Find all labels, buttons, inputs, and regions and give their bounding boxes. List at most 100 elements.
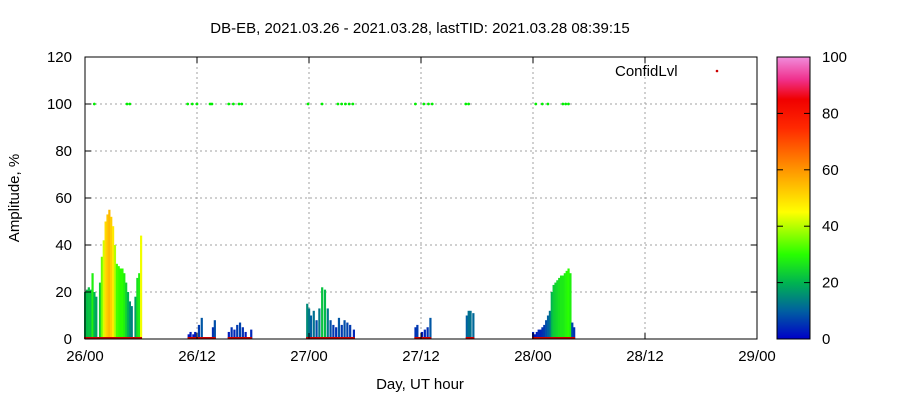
amplitude-bar bbox=[227, 331, 230, 339]
amplitude-bar bbox=[113, 245, 117, 339]
amplitude-bar bbox=[115, 263, 118, 339]
confid-point bbox=[347, 102, 351, 106]
x-tick-label: 27/00 bbox=[290, 348, 328, 365]
amplitude-bar bbox=[543, 324, 546, 339]
y-tick-label: 60 bbox=[55, 190, 72, 207]
amplitude-bar bbox=[326, 308, 329, 339]
baseline-marker bbox=[84, 337, 142, 339]
amplitude-bar bbox=[340, 324, 343, 339]
y-tick-label: 100 bbox=[47, 96, 72, 113]
colorbar-tick-label: 0 bbox=[822, 331, 830, 348]
amplitude-bar bbox=[539, 329, 542, 339]
amplitude-bar bbox=[332, 324, 335, 339]
amplitude-bar bbox=[537, 329, 540, 339]
amplitude-bar bbox=[571, 322, 574, 339]
amplitude-bar bbox=[85, 289, 89, 339]
amplitude-bar bbox=[123, 273, 126, 339]
x-axis-label: Day, UT hour bbox=[376, 376, 464, 393]
amplitude-bar bbox=[416, 324, 419, 339]
amplitude-bar bbox=[329, 320, 332, 339]
confid-point bbox=[534, 102, 538, 106]
amplitude-bar bbox=[138, 273, 141, 339]
amplitude-bar bbox=[100, 256, 103, 339]
amplitude-bar bbox=[563, 273, 566, 339]
colorbar-tick-label: 100 bbox=[822, 49, 847, 66]
amplitude-bar bbox=[420, 331, 424, 339]
amplitude-bars bbox=[84, 209, 576, 339]
confid-point bbox=[190, 102, 194, 106]
confid-point bbox=[561, 102, 565, 106]
baseline-markers bbox=[84, 337, 576, 339]
amplitude-bar bbox=[343, 320, 346, 339]
amplitude-bar bbox=[573, 327, 576, 339]
y-tick-label: 40 bbox=[55, 237, 72, 254]
chart-title: DB-EB, 2021.03.26 - 2021.03.28, lastTID:… bbox=[210, 20, 629, 37]
amplitude-bar bbox=[95, 296, 98, 339]
amplitude-bar bbox=[130, 306, 133, 339]
baseline-marker bbox=[306, 337, 355, 339]
amplitude-bar bbox=[117, 266, 120, 339]
colorbar-tick-label: 40 bbox=[822, 218, 839, 235]
amplitude-bar bbox=[233, 329, 236, 339]
amplitude-bar bbox=[134, 296, 137, 339]
confid-point bbox=[195, 102, 199, 106]
amplitude-bar bbox=[112, 226, 115, 339]
amplitude-bar bbox=[102, 240, 105, 339]
y-axis-ticks: 0 20 40 60 80 100 120 bbox=[47, 49, 757, 348]
amplitude-bar bbox=[423, 329, 426, 339]
amplitude-bar bbox=[472, 313, 475, 339]
amplitude-bar bbox=[244, 331, 247, 339]
amplitude-bar bbox=[213, 320, 216, 339]
amplitude-bar bbox=[352, 329, 355, 339]
amplitude-bar bbox=[104, 221, 107, 339]
amplitude-bar bbox=[312, 310, 315, 339]
legend: ConfidLvl bbox=[615, 63, 719, 80]
confid-point bbox=[340, 102, 344, 106]
confid-point bbox=[237, 102, 241, 106]
amplitude-bar bbox=[548, 310, 551, 339]
confid-point bbox=[546, 102, 550, 106]
amplitude-bar bbox=[349, 324, 352, 339]
legend-marker bbox=[715, 69, 719, 73]
confid-point bbox=[227, 102, 231, 106]
amplitude-bar bbox=[98, 282, 102, 339]
amplitude-bar bbox=[323, 289, 327, 339]
amplitude-bar bbox=[541, 327, 544, 339]
y-axis-label: Amplitude, % bbox=[6, 154, 23, 242]
confid-point bbox=[320, 102, 324, 106]
x-axis-ticks: 26/00 26/12 27/00 27/12 28/00 28/12 29/00 bbox=[66, 57, 776, 365]
legend-label: ConfidLvl bbox=[615, 63, 678, 80]
amplitude-bar bbox=[89, 289, 92, 339]
x-tick-label: 27/12 bbox=[402, 348, 440, 365]
amplitude-bar bbox=[335, 327, 338, 339]
amplitude-bar bbox=[567, 268, 570, 339]
confid-point bbox=[467, 102, 470, 106]
amplitude-bar bbox=[315, 320, 318, 339]
amplitude-bar bbox=[306, 303, 309, 339]
confid-point bbox=[464, 102, 468, 106]
confid-point bbox=[567, 102, 570, 106]
amplitude-bar bbox=[128, 301, 131, 339]
grid bbox=[85, 57, 757, 339]
amplitude-bar bbox=[556, 280, 559, 339]
confid-point bbox=[336, 102, 340, 106]
baseline-marker bbox=[532, 337, 576, 339]
amplitude-bar bbox=[426, 327, 429, 339]
amplitude-bar bbox=[238, 322, 242, 339]
amplitude-bar bbox=[321, 287, 324, 339]
amplitude-bar bbox=[565, 270, 568, 339]
amplitude-bar bbox=[429, 317, 432, 339]
colorbar-tick-label: 20 bbox=[822, 275, 839, 292]
amplitude-bar bbox=[197, 324, 201, 339]
amplitude-bar bbox=[126, 292, 130, 339]
amplitude-bar bbox=[136, 277, 139, 339]
amplitude-bar bbox=[93, 292, 96, 339]
amplitude-bar bbox=[337, 317, 341, 339]
amplitude-bar bbox=[533, 334, 537, 339]
amplitude-bar bbox=[465, 315, 468, 339]
amplitude-bar bbox=[569, 273, 572, 339]
confid-point bbox=[240, 102, 244, 106]
amplitude-bar bbox=[561, 275, 565, 339]
confid-point bbox=[92, 102, 96, 106]
confid-point bbox=[564, 102, 568, 106]
